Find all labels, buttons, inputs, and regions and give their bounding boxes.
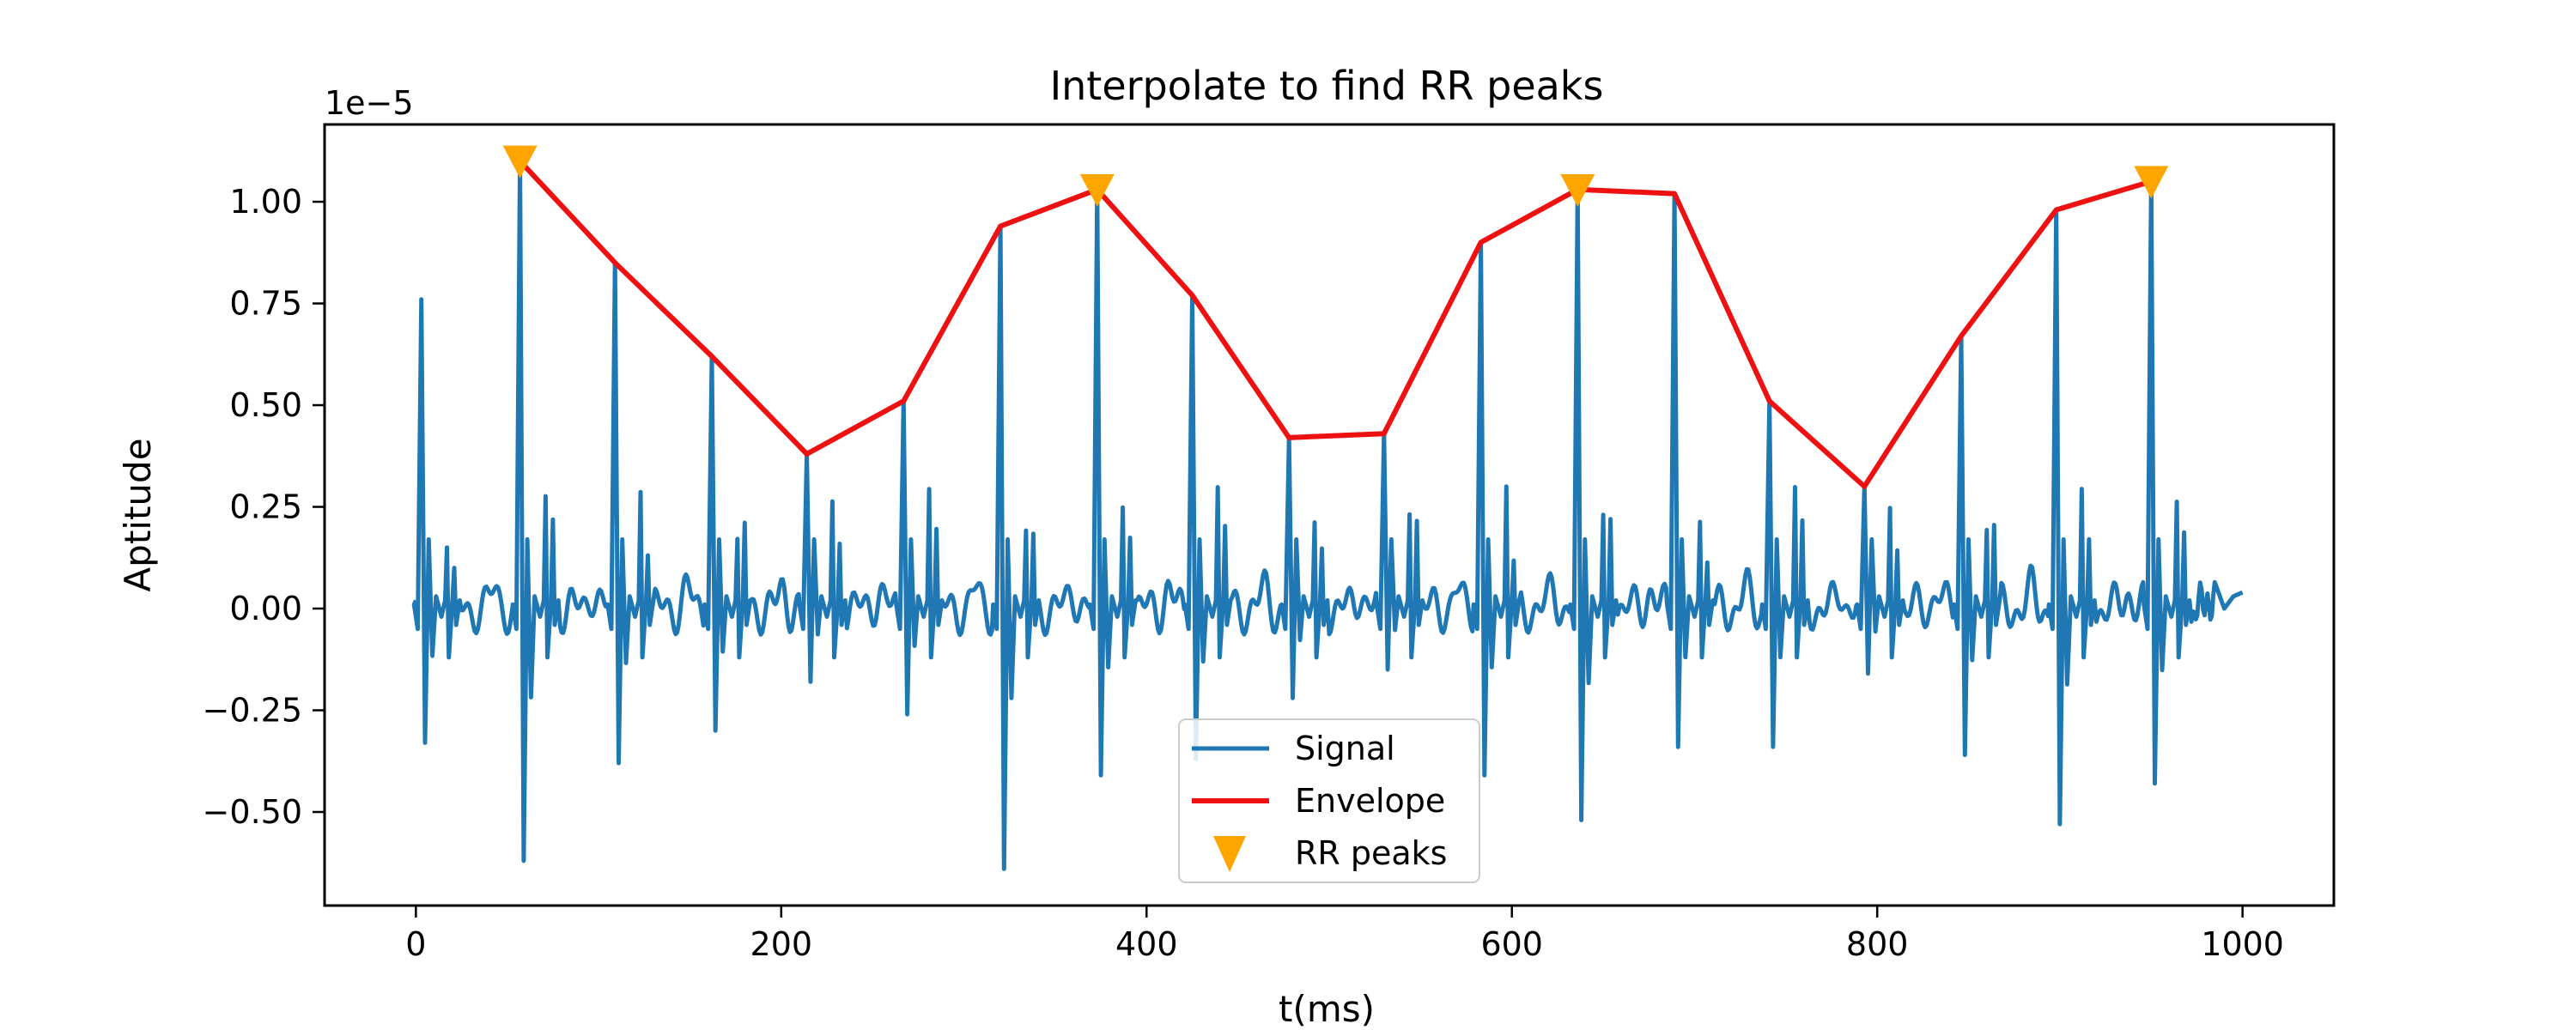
- y-tick-label: −0.25: [203, 692, 302, 730]
- x-tick-label: 0: [405, 925, 426, 963]
- y-tick-label: −0.50: [203, 793, 302, 831]
- legend-peaks-label: RR peaks: [1295, 834, 1447, 872]
- legend-signal-label: Signal: [1295, 730, 1395, 767]
- y-axis-label: Aptitude: [117, 438, 159, 591]
- rr-peak-marker: [1560, 173, 1595, 207]
- x-tick-label: 800: [1846, 925, 1909, 963]
- x-axis-label: t(ms): [1279, 988, 1375, 1030]
- x-tick-label: 600: [1480, 925, 1543, 963]
- x-tick-label: 1000: [2201, 925, 2284, 963]
- y-offset-label: 1e−5: [325, 84, 414, 122]
- chart-title: Interpolate to find RR peaks: [1050, 63, 1604, 109]
- plot-area: [411, 145, 2244, 871]
- y-tick-label: 0.25: [229, 488, 302, 526]
- legend-box: [1178, 718, 1480, 883]
- x-axis: 0 200 400 600 800 1000: [405, 906, 2284, 963]
- x-tick-label: 400: [1115, 925, 1178, 963]
- rr-peak-marker: [502, 145, 538, 179]
- envelope-line: [518, 159, 2153, 489]
- y-tick-label: 0.50: [229, 386, 302, 424]
- signal-line: [411, 159, 2244, 871]
- rr-peak-marker: [2134, 166, 2169, 199]
- y-tick-label: 1.00: [229, 183, 302, 221]
- legend-envelope-label: Envelope: [1295, 782, 1445, 820]
- y-tick-label: 0.75: [229, 285, 302, 323]
- plot-frame: [323, 123, 2336, 907]
- rr-peak-marker: [1079, 173, 1115, 207]
- y-tick-label: 0.00: [229, 590, 302, 627]
- x-tick-label: 200: [750, 925, 813, 963]
- y-axis: −0.50 −0.25 0.00 0.25 0.50 0.75 1.00: [203, 183, 325, 831]
- legend: Signal Envelope RR peaks: [1178, 718, 1480, 883]
- legend-peaks-marker: [1213, 836, 1246, 872]
